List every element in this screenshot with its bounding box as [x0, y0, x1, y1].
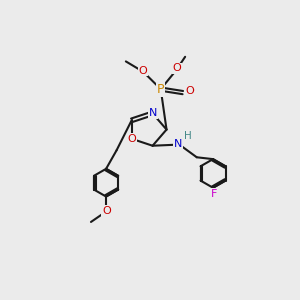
- Text: O: O: [127, 134, 136, 144]
- Text: N: N: [148, 108, 157, 118]
- Text: N: N: [148, 108, 157, 118]
- Text: O: O: [138, 66, 147, 76]
- Text: N: N: [174, 139, 182, 149]
- Text: P: P: [157, 82, 164, 96]
- Text: O: O: [172, 63, 182, 73]
- Text: O: O: [172, 63, 182, 73]
- Text: H: H: [184, 131, 192, 142]
- Text: O: O: [138, 66, 147, 76]
- Text: O: O: [185, 86, 194, 96]
- Text: P: P: [157, 82, 164, 96]
- Text: F: F: [211, 189, 217, 199]
- Text: F: F: [211, 189, 217, 199]
- Text: O: O: [102, 206, 111, 216]
- Text: O: O: [127, 134, 136, 144]
- Text: O: O: [102, 206, 111, 216]
- Text: N: N: [174, 139, 182, 149]
- Text: H: H: [184, 131, 192, 142]
- Text: O: O: [185, 86, 194, 96]
